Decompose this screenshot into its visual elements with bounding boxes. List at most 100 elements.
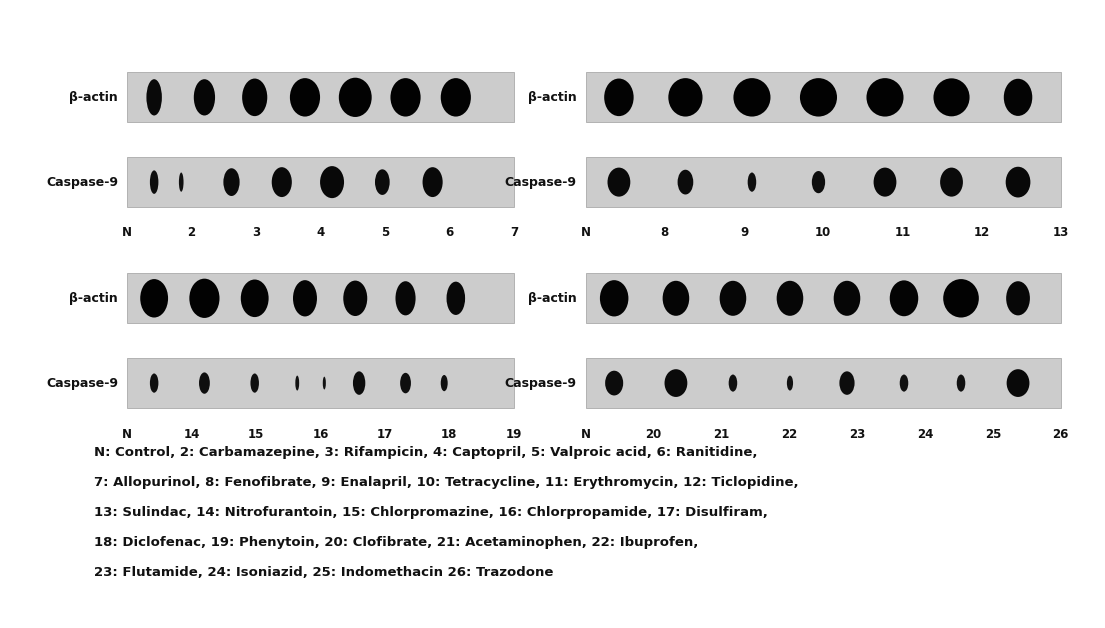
Ellipse shape (669, 78, 703, 117)
Text: 4: 4 (316, 226, 325, 239)
Text: 7: 7 (509, 226, 518, 239)
Ellipse shape (375, 170, 390, 195)
Text: 21: 21 (714, 428, 729, 441)
Ellipse shape (604, 78, 633, 116)
Ellipse shape (800, 78, 836, 117)
Text: 23: Flutamide, 24: Isoniazid, 25: Indomethacin 26: Trazodone: 23: Flutamide, 24: Isoniazid, 25: Indome… (94, 566, 554, 580)
Ellipse shape (344, 281, 367, 316)
Ellipse shape (179, 173, 183, 192)
Text: N: N (580, 428, 591, 441)
FancyBboxPatch shape (586, 358, 1061, 408)
Ellipse shape (295, 376, 299, 391)
Text: 14: 14 (183, 428, 200, 441)
Ellipse shape (241, 279, 269, 317)
FancyBboxPatch shape (586, 273, 1061, 323)
Text: N: N (122, 428, 133, 441)
Ellipse shape (899, 374, 908, 392)
Text: 24: 24 (917, 428, 934, 441)
Ellipse shape (150, 170, 158, 194)
Text: Caspase-9: Caspase-9 (505, 176, 577, 188)
Ellipse shape (840, 371, 854, 395)
Ellipse shape (677, 170, 693, 195)
Ellipse shape (812, 171, 825, 193)
Ellipse shape (242, 78, 267, 116)
Text: Caspase-9: Caspase-9 (46, 377, 118, 389)
Ellipse shape (1007, 281, 1030, 315)
Ellipse shape (600, 280, 629, 317)
Ellipse shape (719, 281, 746, 316)
Ellipse shape (940, 168, 962, 197)
Ellipse shape (400, 373, 411, 393)
Ellipse shape (748, 173, 756, 192)
Ellipse shape (663, 281, 690, 316)
Text: 11: 11 (894, 226, 911, 239)
Text: 18: 18 (441, 428, 457, 441)
FancyBboxPatch shape (127, 358, 514, 408)
Text: 16: 16 (313, 428, 328, 441)
FancyBboxPatch shape (586, 157, 1061, 207)
Text: 23: 23 (849, 428, 865, 441)
Ellipse shape (874, 168, 896, 197)
Ellipse shape (787, 376, 793, 391)
FancyBboxPatch shape (127, 72, 514, 122)
Ellipse shape (140, 279, 168, 318)
Text: 10: 10 (815, 226, 831, 239)
Text: 18: Diclofenac, 19: Phenytoin, 20: Clofibrate, 21: Acetaminophen, 22: Ibuprofen,: 18: Diclofenac, 19: Phenytoin, 20: Clofi… (94, 536, 698, 550)
Text: 20: 20 (645, 428, 662, 441)
Text: 8: 8 (661, 226, 669, 239)
Ellipse shape (390, 78, 421, 117)
Ellipse shape (290, 78, 320, 117)
Ellipse shape (320, 166, 344, 198)
Ellipse shape (728, 374, 737, 392)
Ellipse shape (146, 79, 162, 116)
Ellipse shape (223, 168, 240, 196)
Text: Caspase-9: Caspase-9 (505, 377, 577, 389)
Text: 6: 6 (445, 226, 453, 239)
Ellipse shape (944, 279, 979, 318)
Ellipse shape (441, 375, 448, 391)
Text: 17: 17 (377, 428, 393, 441)
Text: 25: 25 (985, 428, 1001, 441)
Text: N: Control, 2: Carbamazepine, 3: Rifampicin, 4: Captopril, 5: Valproic acid, 6: : N: Control, 2: Carbamazepine, 3: Rifampi… (94, 446, 757, 459)
Ellipse shape (664, 369, 687, 397)
Text: 26: 26 (1053, 428, 1069, 441)
Text: β-actin: β-actin (70, 91, 118, 104)
Text: 3: 3 (252, 226, 260, 239)
Text: Caspase-9: Caspase-9 (46, 176, 118, 188)
Ellipse shape (833, 281, 861, 316)
Ellipse shape (150, 374, 158, 392)
FancyBboxPatch shape (127, 157, 514, 207)
FancyBboxPatch shape (586, 72, 1061, 122)
Text: N: N (122, 226, 133, 239)
Ellipse shape (396, 281, 415, 315)
Text: 13: 13 (1053, 226, 1069, 239)
Ellipse shape (866, 78, 904, 117)
Ellipse shape (957, 374, 966, 392)
Text: β-actin: β-actin (528, 91, 577, 104)
Ellipse shape (272, 167, 292, 197)
Ellipse shape (734, 78, 770, 117)
Ellipse shape (323, 377, 326, 389)
Ellipse shape (422, 167, 443, 197)
Ellipse shape (193, 79, 215, 116)
Ellipse shape (189, 279, 220, 318)
Text: 9: 9 (740, 226, 748, 239)
Ellipse shape (777, 281, 803, 316)
Text: 7: Allopurinol, 8: Fenofibrate, 9: Enalapril, 10: Tetracycline, 11: Erythromycin: 7: Allopurinol, 8: Fenofibrate, 9: Enala… (94, 476, 799, 489)
Ellipse shape (446, 281, 465, 315)
Ellipse shape (608, 168, 630, 197)
Text: 19: 19 (506, 428, 522, 441)
Ellipse shape (890, 280, 918, 317)
Text: 12: 12 (974, 226, 990, 239)
Text: 15: 15 (248, 428, 264, 441)
Ellipse shape (293, 280, 317, 317)
Text: N: N (580, 226, 591, 239)
Text: 5: 5 (381, 226, 389, 239)
Ellipse shape (1007, 369, 1030, 397)
Ellipse shape (441, 78, 471, 117)
Ellipse shape (1003, 78, 1032, 116)
Text: β-actin: β-actin (70, 292, 118, 305)
FancyBboxPatch shape (127, 273, 514, 323)
Ellipse shape (1006, 167, 1030, 197)
Ellipse shape (251, 374, 259, 392)
